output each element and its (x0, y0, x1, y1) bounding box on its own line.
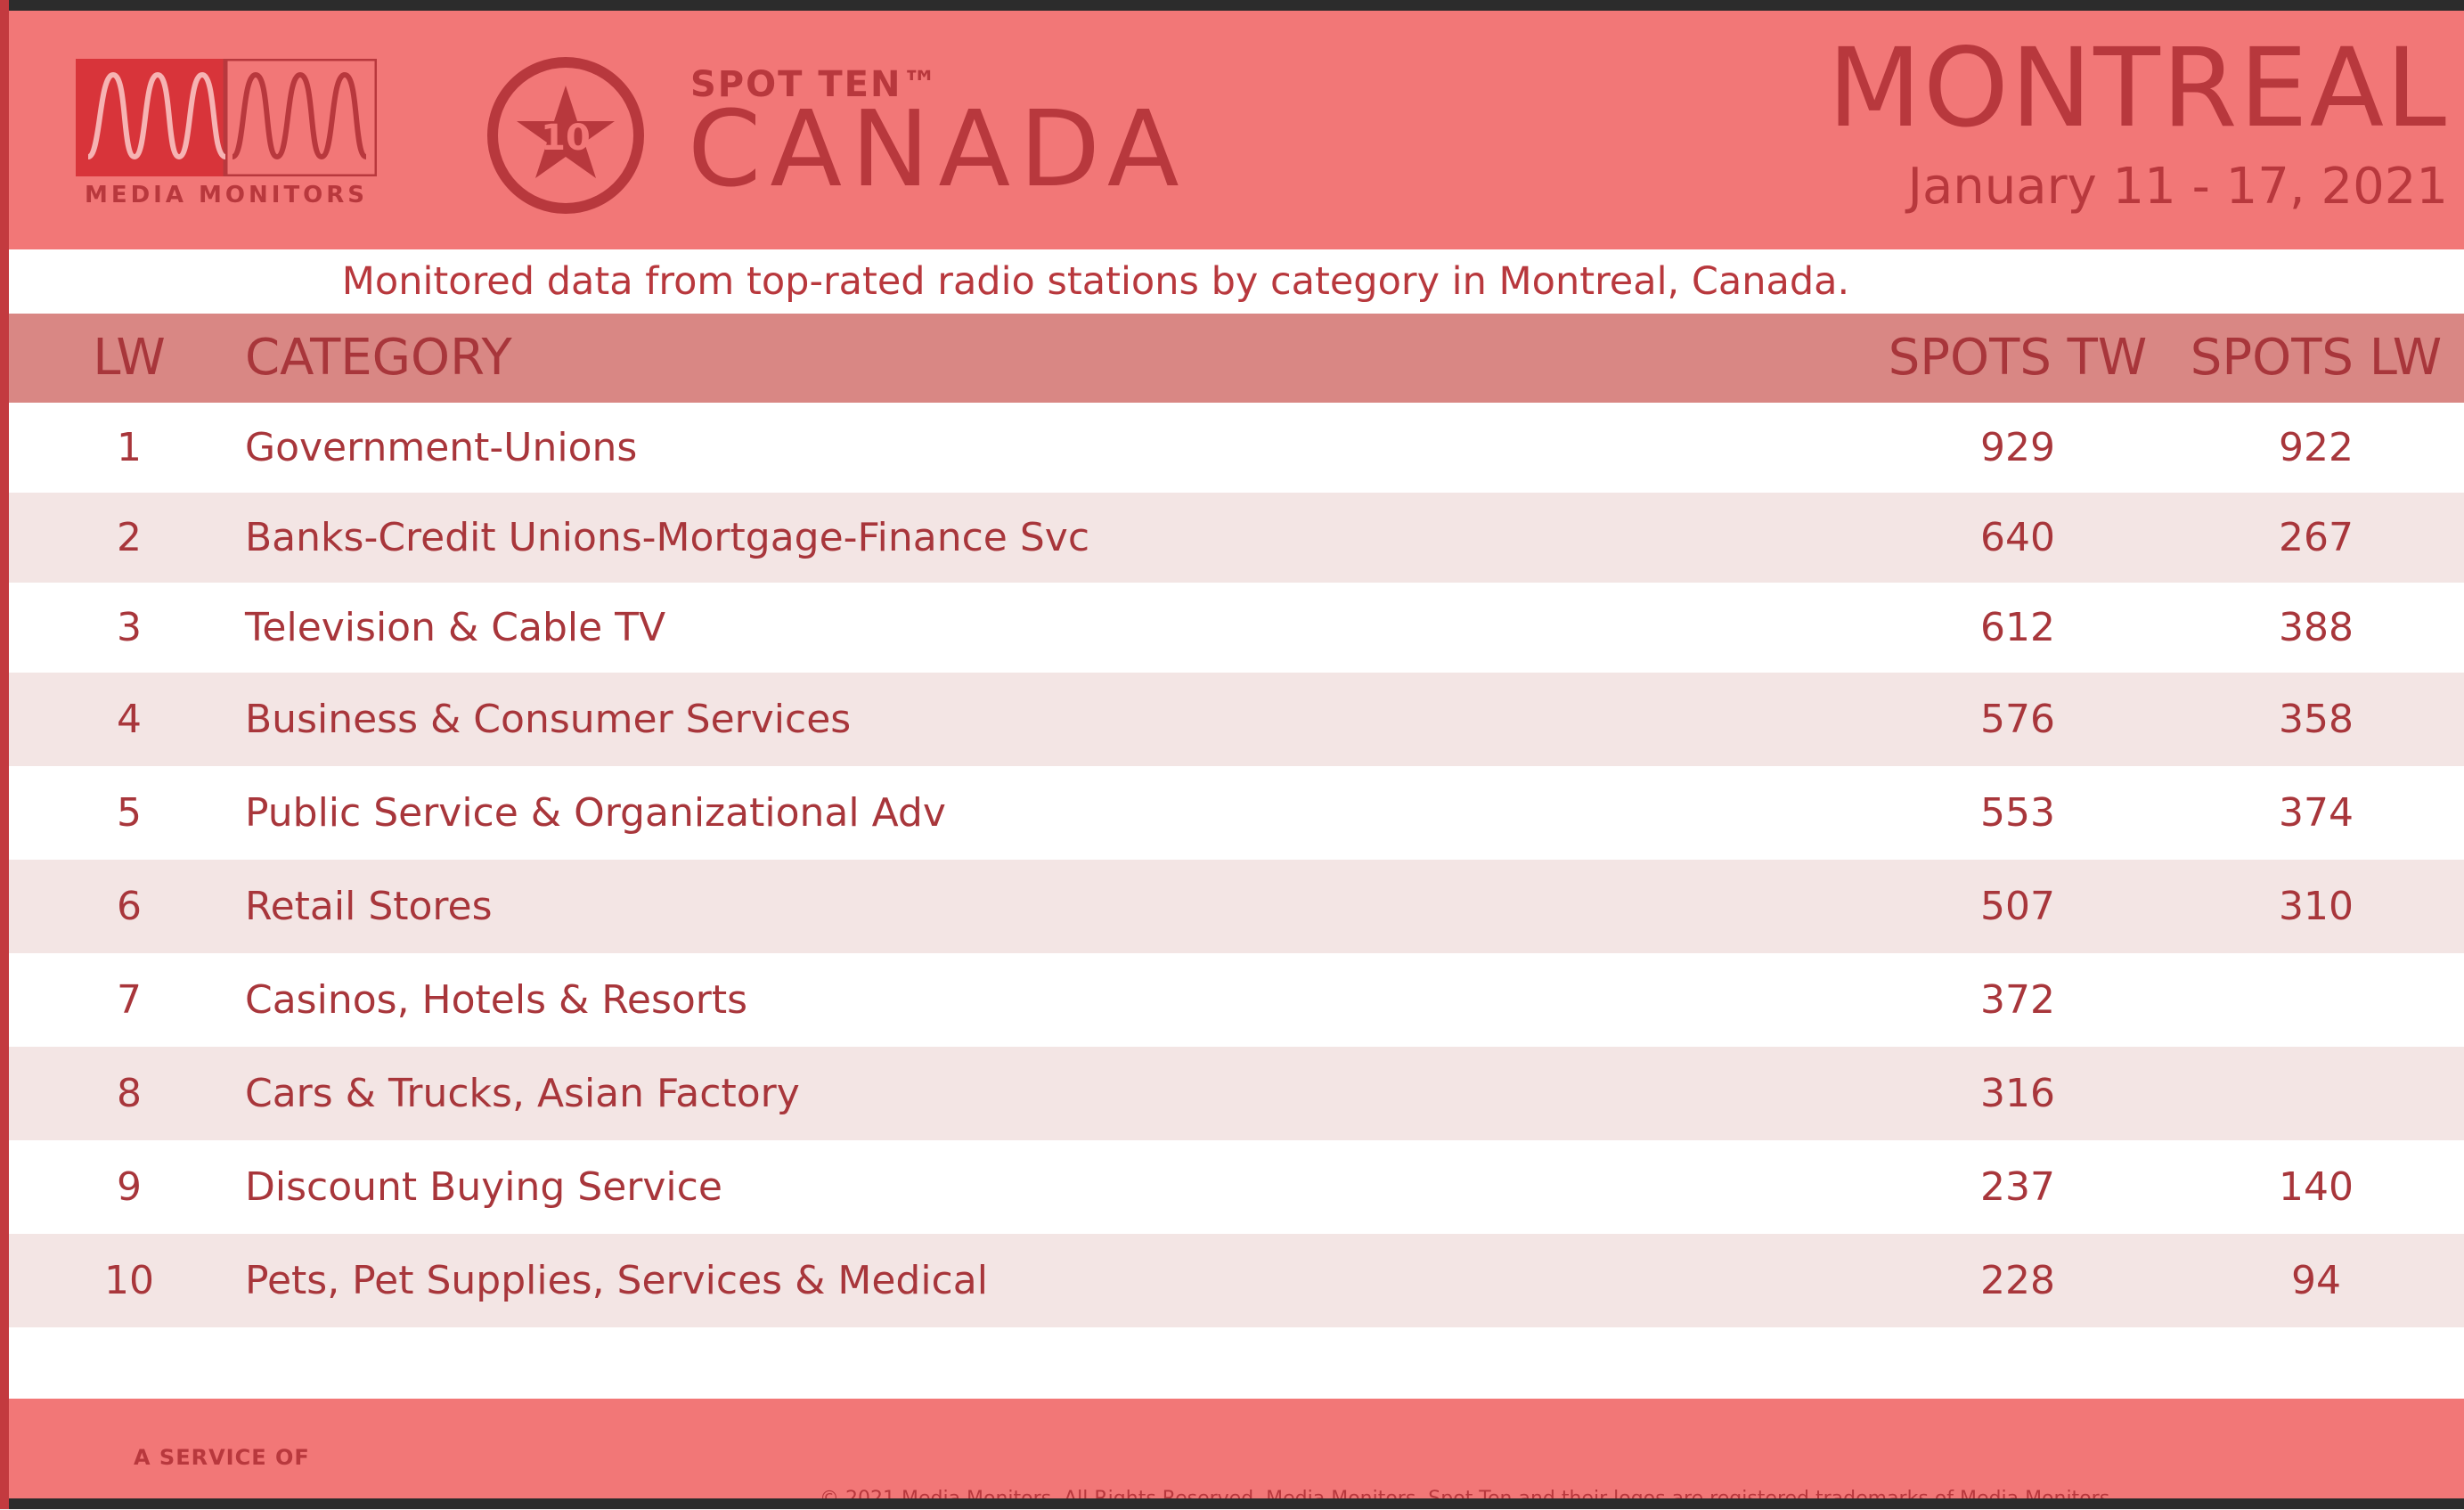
row-spots-tw: 316 (1980, 1071, 2055, 1116)
top-border (9, 0, 2464, 11)
row-category: Discount Buying Service (245, 1164, 722, 1210)
service-label: A SERVICE OF (134, 1445, 310, 1470)
row-spots-lw: 922 (2279, 425, 2354, 470)
row-spots-lw: 374 (2279, 790, 2354, 836)
row-spots-lw: 358 (2279, 697, 2354, 742)
bottom-border (9, 1498, 2464, 1509)
header-lw: LW (93, 329, 166, 387)
table-row: 9 Discount Buying Service 237 140 (9, 1140, 2464, 1234)
row-category: Government-Unions (245, 425, 638, 470)
row-spots-lw: 310 (2279, 884, 2354, 929)
header-spots-tw: SPOTS TW (1888, 329, 2148, 387)
row-category: Pets, Pet Supplies, Services & Medical (245, 1258, 988, 1303)
row-spots-tw: 237 (1980, 1164, 2055, 1210)
badge-number: 10 (541, 118, 591, 159)
spot-ten-star-badge-icon: 10 (487, 57, 644, 214)
table-row: 1 Government-Unions 929 922 (9, 403, 2464, 493)
row-spots-lw: 140 (2279, 1164, 2354, 1210)
country-title: CANADA (688, 87, 1188, 210)
row-spots-lw: 94 (2291, 1258, 2341, 1303)
table-row: 10 Pets, Pet Supplies, Services & Medica… (9, 1234, 2464, 1327)
table-header: LW CATEGORY SPOTS TW SPOTS LW (9, 314, 2464, 403)
row-category: Casinos, Hotels & Resorts (245, 977, 748, 1023)
row-category: Retail Stores (245, 884, 493, 929)
table-row: 2 Banks-Credit Unions-Mortgage-Finance S… (9, 493, 2464, 583)
table-row: 7 Casinos, Hotels & Resorts 372 (9, 953, 2464, 1047)
row-spots-tw: 640 (1980, 515, 2055, 560)
table-row: 4 Business & Consumer Services 576 358 (9, 673, 2464, 766)
row-lw: 8 (117, 1071, 142, 1116)
row-spots-tw: 553 (1980, 790, 2055, 836)
table-row: 8 Cars & Trucks, Asian Factory 316 (9, 1047, 2464, 1140)
row-spots-tw: 929 (1980, 425, 2055, 470)
row-lw: 4 (117, 697, 142, 742)
row-lw: 3 (117, 605, 142, 650)
row-spots-tw: 228 (1980, 1258, 2055, 1303)
row-spots-tw: 372 (1980, 977, 2055, 1023)
media-monitors-logo-icon (76, 59, 377, 176)
row-lw: 10 (104, 1258, 154, 1303)
row-spots-lw: 388 (2279, 605, 2354, 650)
row-spots-lw: 267 (2279, 515, 2354, 560)
header-category: CATEGORY (245, 329, 512, 387)
row-spots-tw: 612 (1980, 605, 2055, 650)
spot-ten-label: SPOT TEN™ (690, 64, 940, 105)
table-row: 5 Public Service & Organizational Adv 55… (9, 766, 2464, 860)
row-lw: 1 (117, 425, 142, 470)
row-lw: 2 (117, 515, 142, 560)
row-category: Cars & Trucks, Asian Factory (245, 1071, 800, 1116)
city-title: MONTREAL (1827, 25, 2448, 151)
row-lw: 5 (117, 790, 142, 836)
row-category: Television & Cable TV (245, 605, 666, 650)
row-category: Banks-Credit Unions-Mortgage-Finance Svc (245, 515, 1090, 560)
header-banner (9, 11, 2464, 249)
footer-banner (9, 1399, 2464, 1498)
row-spots-tw: 507 (1980, 884, 2055, 929)
row-lw: 9 (117, 1164, 142, 1210)
subtitle: Monitored data from top-rated radio stat… (341, 259, 1850, 304)
row-lw: 7 (117, 977, 142, 1023)
row-lw: 6 (117, 884, 142, 929)
row-category: Public Service & Organizational Adv (245, 790, 946, 836)
table-row: 6 Retail Stores 507 310 (9, 860, 2464, 953)
header-spots-lw: SPOTS LW (2190, 329, 2443, 387)
table-row: 3 Television & Cable TV 612 388 (9, 583, 2464, 673)
media-monitors-label: MEDIA MONITORS (84, 182, 369, 208)
date-range: January 11 - 17, 2021 (1907, 158, 2448, 216)
row-spots-tw: 576 (1980, 697, 2055, 742)
row-category: Business & Consumer Services (245, 697, 852, 742)
